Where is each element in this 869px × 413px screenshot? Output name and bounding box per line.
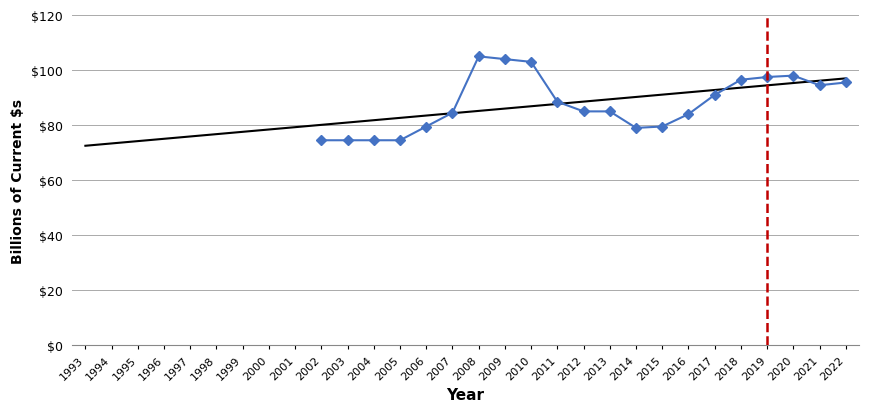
Y-axis label: Billions of Current $s: Billions of Current $s <box>11 98 25 263</box>
X-axis label: Year: Year <box>446 387 484 402</box>
